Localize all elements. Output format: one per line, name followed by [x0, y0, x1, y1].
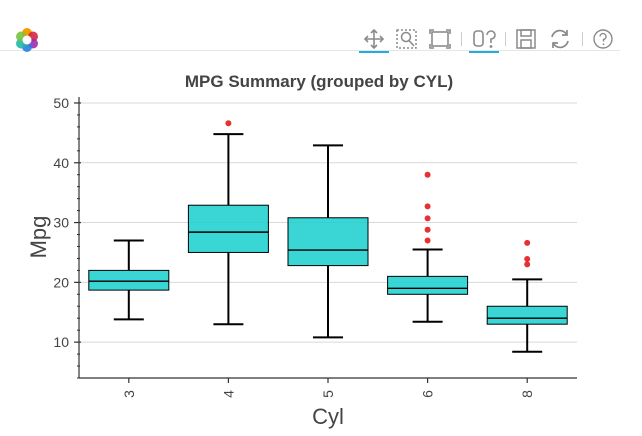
box-3: [88, 239, 170, 321]
iqr-box: [187, 204, 269, 253]
outlier-point: [424, 226, 431, 233]
y-tick-label: 40: [53, 155, 69, 171]
box-zoom-icon[interactable]: [395, 28, 419, 50]
toolbar-separator: [505, 32, 506, 46]
reset-icon[interactable]: [548, 28, 572, 50]
outlier-point: [524, 239, 531, 246]
boxes-group: [88, 120, 568, 353]
x-axis-label: Cyl: [312, 404, 344, 429]
pan-icon[interactable]: [359, 28, 389, 53]
x-tick-label: 4: [220, 390, 236, 398]
axes-group: 10 20 30 40 50 3 4 5 6 8: [53, 95, 577, 398]
x-tick-label: 6: [420, 390, 436, 398]
iqr-box: [486, 305, 568, 325]
outlier-point: [225, 120, 232, 127]
logo-icon: [14, 27, 40, 53]
y-tick-label: 50: [53, 95, 69, 111]
box-4: [187, 120, 269, 326]
toolbar-divider: [0, 50, 620, 51]
x-tick-label: 5: [320, 390, 336, 398]
toolbar-separator: [582, 32, 583, 46]
outlier-point: [424, 237, 431, 244]
outlier-point: [424, 215, 431, 222]
outlier-point: [424, 171, 431, 178]
x-tick-label: 3: [121, 390, 137, 398]
iqr-box: [287, 217, 369, 267]
box-6: [387, 171, 469, 323]
y-tick-label: 20: [53, 274, 69, 290]
toolbar-separator: [461, 32, 462, 46]
save-icon[interactable]: [514, 28, 538, 50]
box-8: [486, 239, 568, 353]
outlier-point: [424, 203, 431, 210]
x-tick-label: 8: [519, 390, 535, 398]
iqr-box: [387, 275, 469, 295]
outlier-point: [524, 256, 531, 263]
help-icon[interactable]: [591, 28, 615, 50]
box-5: [287, 144, 369, 339]
y-tick-label: 10: [53, 334, 69, 350]
y-axis-label: Mpg: [26, 216, 51, 259]
outlier-point: [524, 261, 531, 268]
chart-title: MPG Summary (grouped by CYL): [185, 72, 453, 91]
iqr-box: [88, 269, 170, 291]
hover-icon[interactable]: [469, 28, 499, 53]
reset-zoom-icon[interactable]: [428, 28, 452, 50]
y-tick-label: 30: [53, 215, 69, 231]
